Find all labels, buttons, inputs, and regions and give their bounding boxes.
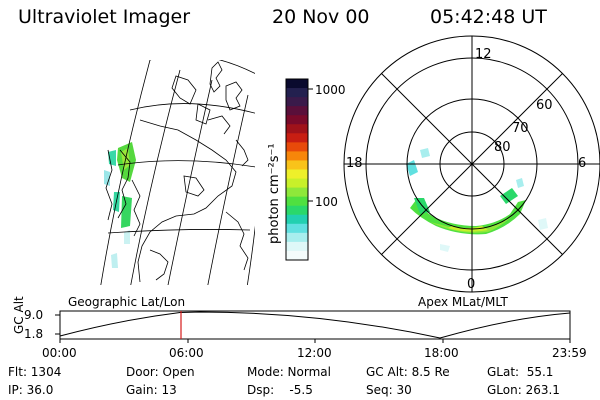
colorbar-segment (286, 187, 308, 198)
colorbar-segment (286, 160, 308, 170)
colorbar-segment (286, 250, 308, 261)
time-label: 05:42:48 UT (430, 6, 547, 28)
colorbar-tick-1000: 1000 (315, 83, 346, 97)
time-tick-1800: 18:00 (424, 346, 459, 360)
colorbar-segment (286, 115, 308, 125)
colorbar-tick-100: 100 (315, 195, 338, 209)
colorbar-segment (286, 151, 308, 161)
colorbar-segment (286, 241, 308, 252)
sequence-value: Seq: 30 (366, 383, 412, 397)
colorbar-segment (286, 223, 308, 234)
colorbar-segment (286, 133, 308, 143)
time-tick-0600: 06:00 (169, 346, 204, 360)
lat-label-70: 70 (512, 121, 529, 136)
geographic-map (100, 60, 255, 285)
glon-value: GLon: 263.1 (487, 383, 560, 397)
colorbar-segment (286, 196, 308, 207)
colorbar-segment (286, 88, 308, 98)
ip-value: IP: 36.0 (8, 383, 54, 397)
apex-coords-label: Apex MLat/MLT (418, 295, 508, 309)
polar-magnetic-plot (343, 35, 600, 293)
gc-altitude-value: GC Alt: 8.5 Re (366, 365, 450, 379)
altitude-tick-max: 9.0 (24, 308, 44, 322)
colorbar-segment (286, 124, 308, 134)
colorbar-segment (286, 142, 308, 152)
mlt-label-18: 18 (346, 156, 363, 171)
lat-label-60: 60 (536, 98, 553, 113)
flight-number: Flt: 1304 (8, 365, 62, 379)
time-tick-1200: 12:00 (297, 346, 332, 360)
colorbar-segment (286, 178, 308, 189)
mode-status: Mode: Normal (247, 365, 331, 379)
time-tick-0000: 00:00 (42, 346, 77, 360)
altitude-tick-min: 1.8 (24, 327, 44, 341)
dsp-value: Dsp: -5.5 (247, 383, 313, 397)
door-status: Door: Open (126, 365, 195, 379)
mlt-label-6: 6 (578, 156, 587, 171)
lat-label-80: 80 (494, 140, 511, 155)
colorbar-segment (286, 169, 308, 180)
colorbar-segment (286, 79, 308, 89)
colorbar-segment (286, 106, 308, 116)
geographic-aurora-emission (104, 142, 136, 268)
color-scale-bar (286, 79, 308, 261)
colorbar-unit-label: photon cm⁻²s⁻¹ (267, 143, 282, 244)
altitude-curve (59, 311, 571, 339)
colorbar-segment (286, 97, 308, 107)
colorbar-segment (286, 205, 308, 216)
colorbar-segment (286, 214, 308, 225)
glat-value: GLat: 55.1 (487, 365, 554, 379)
altitude-plot (55, 310, 571, 343)
date-label: 20 Nov 00 (272, 6, 370, 28)
colorbar-segment (286, 232, 308, 243)
mlt-label-0: 0 (467, 277, 476, 292)
gain-value: Gain: 13 (126, 383, 177, 397)
time-tick-2359: 23:59 (552, 346, 587, 360)
geographic-coords-label: Geographic Lat/Lon (68, 295, 186, 309)
app-title: Ultraviolet Imager (18, 6, 191, 28)
mlt-label-12: 12 (475, 47, 492, 62)
